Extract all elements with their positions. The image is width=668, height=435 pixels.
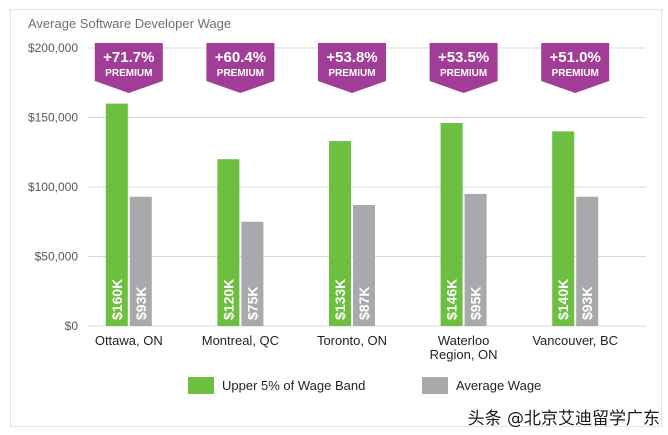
bar-upper-5pct — [552, 131, 575, 326]
y-tick-label: $50,000 — [35, 250, 79, 264]
premium-caption: PREMIUM — [440, 68, 487, 79]
chart-title: Average Software Developer Wage — [28, 16, 231, 31]
bar-average-wage — [576, 196, 599, 326]
premium-value: +51.0% — [550, 49, 601, 66]
legend-swatch — [188, 377, 214, 394]
premium-caption: PREMIUM — [217, 68, 264, 79]
bar-value-label: $95K — [468, 287, 484, 320]
y-tick-label: $100,000 — [28, 180, 78, 194]
bar-upper-5pct — [105, 103, 128, 326]
y-tick-label: $150,000 — [28, 111, 78, 125]
bar-value-label: $87K — [356, 287, 372, 320]
bar-upper-5pct — [329, 141, 351, 326]
watermark-text: 头条 @北京艾迪留学广东 — [467, 409, 660, 429]
bar-value-label: $93K — [579, 287, 595, 320]
premium-badges: +71.7% PREMIUM +60.4% PREMIUM +53.8% PREMIUM +… — [94, 43, 610, 93]
legend-label: Upper 5% of Wage Band — [222, 378, 365, 393]
bar-value-label: $146K — [444, 279, 460, 320]
y-tick-label: $200,000 — [28, 41, 78, 55]
x-axis-labels: Ottawa, ON Montreal, QC Toronto, ON Waterlo… — [95, 333, 618, 362]
bars: $160K $93K $120K $75K $133K $87K $146K $95K $140… — [105, 103, 599, 326]
bar-value-label: $140K — [555, 279, 571, 320]
x-category-label: Toronto, ON — [317, 333, 387, 348]
bar-average-wage — [241, 221, 264, 326]
x-category-label: Region, ON — [430, 347, 498, 362]
bar-average-wage — [129, 196, 152, 326]
premium-badge — [429, 43, 498, 93]
x-category-label: Ottawa, ON — [95, 333, 163, 348]
premium-badge — [541, 43, 610, 93]
premium-badge — [206, 43, 275, 93]
premium-caption: PREMIUM — [105, 68, 152, 79]
bar-value-label: $160K — [109, 279, 125, 320]
x-category-label: Vancouver, BC — [532, 333, 618, 348]
legend: Upper 5% of Wage Band Average Wage — [188, 377, 541, 394]
bar-value-label: $120K — [220, 279, 236, 320]
bar-average-wage — [353, 205, 375, 326]
premium-caption: PREMIUM — [328, 68, 375, 79]
bar-average-wage — [464, 193, 487, 326]
premium-caption: PREMIUM — [552, 68, 599, 79]
legend-swatch — [422, 377, 448, 394]
premium-value: +60.4% — [215, 49, 266, 66]
bar-value-label: $133K — [332, 279, 348, 320]
y-axis-labels: $0 $50,000 $100,000 $150,000 $200,000 — [28, 41, 78, 333]
y-tick-label: $0 — [65, 319, 79, 333]
bar-value-label: $75K — [244, 287, 260, 320]
bar-upper-5pct — [440, 123, 463, 326]
premium-value: +53.5% — [438, 49, 489, 66]
premium-badge — [94, 43, 163, 93]
x-category-label: Montreal, QC — [202, 333, 279, 348]
x-category-label: Waterloo — [438, 333, 490, 348]
premium-value: +53.8% — [326, 49, 377, 66]
premium-value: +71.7% — [103, 49, 154, 66]
bar-upper-5pct — [217, 159, 240, 326]
legend-label: Average Wage — [456, 378, 541, 393]
bar-value-label: $93K — [133, 287, 149, 320]
premium-badge — [318, 43, 386, 93]
